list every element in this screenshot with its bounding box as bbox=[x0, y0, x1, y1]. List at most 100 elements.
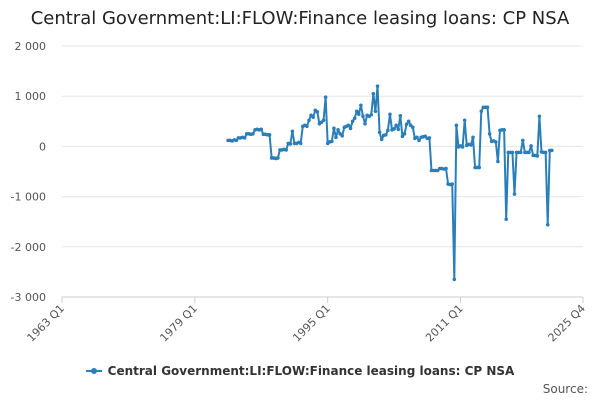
data-point[interactable] bbox=[485, 105, 490, 110]
data-point[interactable] bbox=[384, 133, 388, 137]
data-point[interactable] bbox=[394, 123, 398, 128]
data-point[interactable] bbox=[276, 156, 280, 160]
data-point[interactable] bbox=[417, 138, 421, 143]
data-point[interactable] bbox=[307, 118, 311, 123]
data-point[interactable] bbox=[321, 118, 326, 123]
data-point[interactable] bbox=[454, 123, 459, 128]
data-point[interactable] bbox=[357, 112, 361, 117]
x-tick-label: 2011 Q1 bbox=[423, 302, 466, 345]
data-point[interactable] bbox=[234, 138, 239, 143]
data-point[interactable] bbox=[354, 109, 359, 114]
x-tick-label: 1979 Q1 bbox=[157, 302, 200, 345]
y-axis-tick-labels: -3 000 -2 000 -1 000 0 1 000 2 000 bbox=[11, 40, 46, 304]
data-point[interactable] bbox=[400, 134, 405, 139]
data-point[interactable] bbox=[388, 112, 392, 117]
data-point[interactable] bbox=[527, 150, 531, 155]
data-point[interactable] bbox=[452, 277, 457, 282]
data-point[interactable] bbox=[373, 109, 378, 114]
data-point[interactable] bbox=[392, 127, 396, 131]
data-point[interactable] bbox=[251, 132, 255, 136]
data-point[interactable] bbox=[502, 128, 506, 132]
data-point[interactable] bbox=[323, 95, 328, 99]
data-point[interactable] bbox=[529, 144, 533, 148]
data-point[interactable] bbox=[348, 126, 353, 131]
data-point[interactable] bbox=[242, 136, 247, 140]
data-point[interactable] bbox=[545, 222, 550, 227]
data-point[interactable] bbox=[404, 122, 409, 127]
data-point[interactable] bbox=[259, 127, 264, 132]
data-point[interactable] bbox=[363, 122, 367, 126]
data-point[interactable] bbox=[352, 116, 357, 121]
data-point[interactable] bbox=[496, 159, 500, 164]
x-tick-label: 2025 Q4 bbox=[546, 302, 589, 345]
data-point[interactable] bbox=[340, 134, 345, 138]
y-tick-label: -1 000 bbox=[11, 191, 46, 204]
data-point[interactable] bbox=[334, 135, 338, 140]
data-point[interactable] bbox=[535, 154, 540, 158]
data-point[interactable] bbox=[487, 132, 492, 136]
legend-swatch bbox=[85, 365, 102, 377]
data-point[interactable] bbox=[359, 103, 363, 108]
data-point[interactable] bbox=[396, 127, 401, 132]
data-point[interactable] bbox=[305, 124, 309, 129]
data-point[interactable] bbox=[460, 145, 465, 149]
data-point[interactable] bbox=[284, 148, 288, 152]
data-point[interactable] bbox=[386, 128, 390, 133]
y-tick-label: -2 000 bbox=[11, 241, 46, 254]
data-point[interactable] bbox=[298, 141, 303, 146]
data-point[interactable] bbox=[398, 113, 403, 118]
y-tick-label: 1 000 bbox=[15, 90, 47, 103]
data-point[interactable] bbox=[311, 115, 315, 120]
series-group bbox=[226, 84, 554, 282]
data-point[interactable] bbox=[375, 84, 380, 88]
data-point[interactable] bbox=[336, 128, 340, 132]
data-point[interactable] bbox=[471, 135, 475, 140]
data-point[interactable] bbox=[469, 143, 473, 147]
x-axis-tick-labels: 1963 Q1 1979 Q1 1995 Q1 2011 Q1 2025 Q4 bbox=[25, 302, 589, 345]
y-tick-label: 0 bbox=[39, 140, 46, 153]
data-point[interactable] bbox=[371, 91, 376, 96]
data-point[interactable] bbox=[406, 119, 411, 124]
data-point[interactable] bbox=[315, 109, 320, 114]
y-tick-label: -3 000 bbox=[11, 291, 46, 304]
data-point[interactable] bbox=[504, 217, 509, 221]
legend-label: Central Government:LI:FLOW:Finance leasi… bbox=[107, 364, 515, 378]
data-point[interactable] bbox=[444, 166, 448, 171]
data-point[interactable] bbox=[402, 132, 407, 136]
x-tick-label: 1963 Q1 bbox=[25, 302, 68, 345]
data-point[interactable] bbox=[332, 126, 336, 131]
data-point[interactable] bbox=[330, 139, 334, 144]
data-point[interactable] bbox=[346, 123, 351, 128]
data-point[interactable] bbox=[369, 112, 374, 117]
data-point[interactable] bbox=[479, 109, 484, 114]
legend-dot-marker bbox=[90, 368, 97, 374]
data-point[interactable] bbox=[510, 150, 515, 155]
data-point[interactable] bbox=[521, 138, 525, 143]
data-point[interactable] bbox=[290, 129, 295, 134]
data-point[interactable] bbox=[512, 192, 517, 196]
data-point[interactable] bbox=[518, 150, 523, 155]
data-point[interactable] bbox=[410, 125, 415, 130]
x-tick-label: 1995 Q1 bbox=[290, 302, 333, 345]
data-point[interactable] bbox=[361, 114, 365, 119]
legend[interactable]: Central Government:LI:FLOW:Finance leasi… bbox=[0, 364, 600, 378]
data-point[interactable] bbox=[543, 150, 548, 155]
data-point[interactable] bbox=[379, 137, 384, 142]
chart-title: Central Government:LI:FLOW:Finance leasi… bbox=[30, 8, 570, 29]
data-point[interactable] bbox=[450, 182, 455, 186]
data-point[interactable] bbox=[350, 119, 355, 124]
data-point[interactable] bbox=[477, 165, 482, 170]
data-point[interactable] bbox=[415, 135, 419, 140]
y-tick-label: 2 000 bbox=[15, 40, 47, 53]
data-point[interactable] bbox=[377, 130, 382, 135]
source-label: Source: bbox=[542, 382, 588, 396]
x-axis bbox=[61, 296, 584, 303]
data-point[interactable] bbox=[267, 133, 272, 137]
data-point[interactable] bbox=[550, 148, 554, 153]
data-point[interactable] bbox=[427, 136, 432, 140]
data-point[interactable] bbox=[537, 114, 542, 119]
data-point[interactable] bbox=[462, 118, 467, 123]
data-point[interactable] bbox=[288, 142, 293, 146]
data-point[interactable] bbox=[494, 140, 498, 144]
